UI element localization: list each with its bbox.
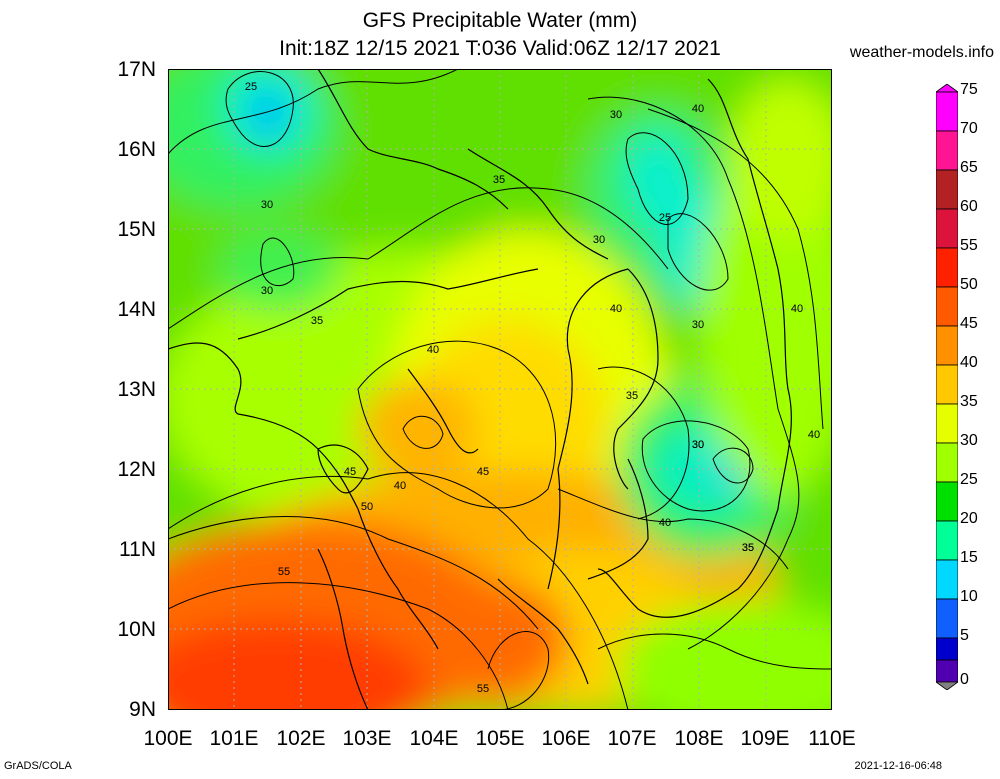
- contour-label: 30: [692, 319, 704, 331]
- lon-label-104e: 104E: [409, 727, 459, 750]
- lon-label-108e: 108E: [674, 727, 724, 750]
- contour-label: 45: [344, 466, 356, 478]
- colorbar-label: 15: [960, 549, 978, 566]
- colorbar-top-arrow: [936, 84, 958, 93]
- lon-label-101e: 101E: [209, 727, 259, 750]
- lon-label-100e: 100E: [143, 727, 193, 750]
- colorbar-label: 55: [960, 237, 978, 254]
- contour-label: 30: [593, 234, 605, 246]
- colorbar-label: 0: [960, 671, 969, 688]
- colorbar-label: 10: [960, 588, 978, 605]
- contour-label: 55: [477, 683, 489, 695]
- contour-label: 35: [626, 390, 638, 402]
- chart-subtitle: Init:18Z 12/15 2021 T:036 Valid:06Z 12/1…: [279, 37, 721, 60]
- lon-label-103e: 103E: [342, 727, 392, 750]
- lon-label-105e: 105E: [475, 727, 525, 750]
- colorbar-label: 40: [960, 354, 978, 371]
- lat-label-14n: 14N: [117, 298, 156, 321]
- lat-label-10n: 10N: [117, 618, 156, 641]
- lat-label-16n: 16N: [117, 138, 156, 161]
- lat-label-13n: 13N: [117, 378, 156, 401]
- colorbar-label: 45: [960, 315, 978, 332]
- lon-label-107e: 107E: [607, 727, 657, 750]
- map-frame: [168, 69, 832, 710]
- colorbar-bottom-arrow: [936, 681, 958, 690]
- credit-label: GrADS/COLA: [4, 760, 72, 772]
- colorbar-label: 60: [960, 198, 978, 215]
- lat-label-15n: 15N: [117, 218, 156, 241]
- lon-label-109e: 109E: [740, 727, 790, 750]
- contour-label: 40: [808, 429, 820, 441]
- lat-label-9n: 9N: [129, 698, 156, 721]
- lon-label-102e: 102E: [276, 727, 326, 750]
- colorbar-label: 5: [960, 627, 969, 644]
- graticule: [168, 69, 832, 710]
- contour-label: 35: [311, 315, 323, 327]
- contour-label: 35: [742, 542, 754, 554]
- colorbar-label: 70: [960, 120, 978, 137]
- contour-label: 35: [493, 174, 505, 186]
- colorbar-swatches: [936, 91, 958, 683]
- contour-label: 30: [692, 439, 704, 451]
- lon-label-110e: 110E: [808, 727, 856, 750]
- colorbar-label: 75: [960, 81, 978, 98]
- contour-label: 25: [245, 81, 257, 93]
- coastlines-borders: [168, 69, 792, 710]
- contour-label: 30: [692, 439, 704, 451]
- colorbar-label: 25: [960, 471, 978, 488]
- contour-label: 55: [278, 566, 290, 578]
- lat-label-12n: 12N: [117, 458, 156, 481]
- lat-label-11n: 11N: [119, 538, 156, 561]
- colorbar-label: 30: [960, 432, 978, 449]
- timestamp-label: 2021-12-16-06:48: [854, 760, 942, 772]
- contour-label: 45: [477, 466, 489, 478]
- colorbar-label: 20: [960, 510, 978, 527]
- site-label: weather-models.info: [849, 44, 994, 61]
- contour-label: 30: [261, 285, 273, 297]
- chart-title: GFS Precipitable Water (mm): [362, 9, 638, 32]
- lat-label-17n: 17N: [117, 58, 156, 81]
- contour-label: 35: [742, 542, 754, 554]
- contour-label: 30: [261, 199, 273, 211]
- contour-label: 40: [659, 517, 671, 529]
- pw-field: [168, 69, 832, 710]
- colorbar: [936, 84, 958, 690]
- contour-label: 25: [659, 212, 671, 224]
- contour-label: 40: [692, 103, 704, 115]
- lon-label-106e: 106E: [541, 727, 591, 750]
- colorbar-label: 35: [960, 393, 978, 410]
- colorbar-label: 65: [960, 159, 978, 176]
- contour-label: 40: [394, 480, 406, 492]
- colorbar-label: 50: [960, 276, 978, 293]
- contour-label: 30: [610, 109, 622, 121]
- contour-label: 40: [427, 344, 439, 356]
- contour-labels: 25 30 30 35 35 30 30 40 25 30 40 30 40 3…: [245, 81, 820, 695]
- contour-label: 40: [791, 303, 803, 315]
- contour-label: 50: [361, 501, 373, 513]
- pw-contours: [168, 69, 832, 710]
- contour-label: 40: [610, 303, 622, 315]
- precipitable-water-map: 25 30 30 35 35 30 30 40 25 30 40 30 40 3…: [168, 69, 832, 710]
